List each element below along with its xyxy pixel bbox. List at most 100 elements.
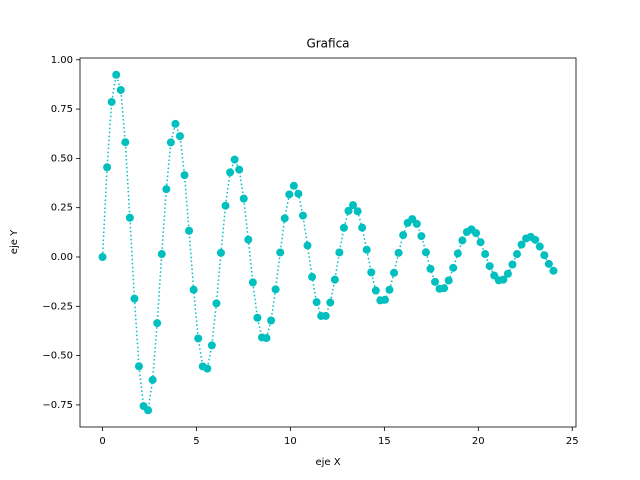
data-point [353,207,362,216]
data-point [271,285,280,294]
data-point [412,219,421,228]
data-point [517,240,526,249]
data-point [125,213,134,222]
data-point [162,185,171,194]
y-tick-label: 1.00 [51,55,73,66]
data-point [116,85,125,94]
data-point [121,138,130,147]
x-axis-label: eje X [315,457,340,468]
data-point [549,266,558,275]
data-point [362,245,371,254]
data-point [513,250,522,259]
y-tick-label: 0.50 [51,153,73,164]
data-point [367,268,376,277]
x-tick-label: 25 [566,436,579,447]
data-point [157,250,166,259]
data-point [171,119,180,128]
data-point [185,226,194,235]
data-point [449,263,458,272]
data-point [153,319,162,328]
data-point [98,252,107,261]
data-point [431,277,440,286]
data-point [485,262,494,271]
data-point [221,201,230,210]
data-point [134,362,143,371]
data-point [426,264,435,273]
y-tick-label: −0.25 [42,301,73,312]
data-point [531,235,540,244]
data-point [280,214,289,223]
data-point [453,249,462,258]
plot-frame [79,57,577,428]
data-point [175,132,184,141]
data-point [230,155,239,164]
data-point [212,299,221,308]
data-point [262,334,271,343]
data-point [180,171,189,180]
data-point [267,316,276,325]
data-point [166,138,175,147]
data-point [508,260,517,269]
y-tick-label: 0.25 [51,203,73,214]
data-point [244,235,253,244]
data-point [440,284,449,293]
data-point [544,259,553,268]
data-point [358,223,367,232]
data-point [253,313,262,322]
data-point [458,236,467,245]
data-point [349,201,358,210]
data-point [107,97,116,106]
data-point [112,70,121,79]
data-point [294,189,303,198]
data-point [248,278,257,287]
y-tick-label: −0.75 [42,400,73,411]
data-point [330,275,339,284]
data-point [194,334,203,343]
data-point [421,248,430,257]
data-point [189,285,198,294]
data-point [207,341,216,350]
data-point [148,375,157,384]
data-point [308,272,317,281]
data-point [216,248,225,257]
data-point [540,251,549,260]
data-point [239,194,248,203]
data-point [472,229,481,238]
data-point [444,276,453,285]
data-point [394,248,403,257]
data-point [226,168,235,177]
data-point [285,190,294,199]
x-tick-label: 20 [472,436,485,447]
data-point [499,275,508,284]
data-point [380,295,389,304]
x-tick-label: 0 [99,436,105,447]
data-point [289,181,298,190]
y-tick-label: 0.75 [51,104,73,115]
data-point [335,248,344,257]
x-tick-label: 15 [378,436,391,447]
data-point [144,406,153,415]
x-tick-label: 5 [193,436,199,447]
y-tick-label: 0.00 [51,252,73,263]
y-axis-label: eje Y [9,229,20,254]
data-point [339,223,348,232]
data-point [535,242,544,251]
data-point [326,298,335,307]
data-point [321,311,330,320]
data-point [476,238,485,247]
data-point [385,285,394,294]
data-point [312,298,321,307]
chart-title: Grafica [306,37,349,51]
data-point [303,241,312,250]
data-point [503,269,512,278]
y-tick-label: −0.50 [42,351,73,362]
data-point [390,268,399,277]
data-point [203,364,212,373]
data-point [276,248,285,257]
data-line [101,74,555,412]
data-point [371,286,380,295]
data-point [481,250,490,259]
data-point [103,163,112,172]
